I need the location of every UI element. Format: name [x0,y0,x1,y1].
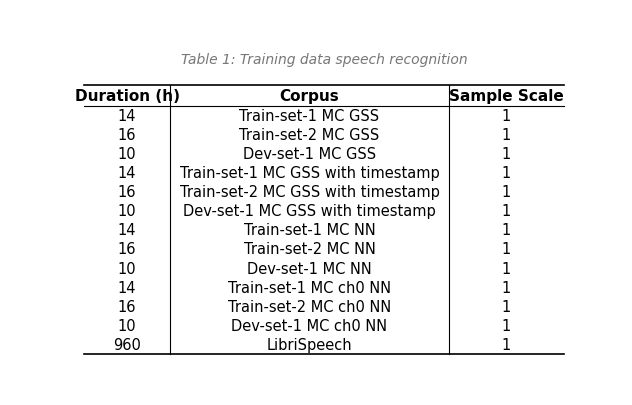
Text: 1: 1 [502,109,511,124]
Text: 1: 1 [502,280,511,295]
Text: 14: 14 [118,223,137,238]
Text: Corpus: Corpus [279,89,339,104]
Text: Train-set-1 MC ch0 NN: Train-set-1 MC ch0 NN [228,280,391,295]
Text: 1: 1 [502,318,511,333]
Text: 10: 10 [118,204,137,219]
Text: 10: 10 [118,147,137,162]
Text: 14: 14 [118,109,137,124]
Text: 16: 16 [118,128,137,143]
Text: 1: 1 [502,337,511,352]
Text: 1: 1 [502,185,511,200]
Text: 10: 10 [118,318,137,333]
Text: 1: 1 [502,261,511,276]
Text: 1: 1 [502,128,511,143]
Text: Train-set-2 MC NN: Train-set-2 MC NN [243,242,375,257]
Text: Dev-set-1 MC GSS: Dev-set-1 MC GSS [243,147,376,162]
Text: Train-set-2 MC GSS with timestamp: Train-set-2 MC GSS with timestamp [179,185,439,200]
Text: 1: 1 [502,204,511,219]
Text: 16: 16 [118,242,137,257]
Text: Train-set-1 MC GSS: Train-set-1 MC GSS [240,109,380,124]
Text: Dev-set-1 MC NN: Dev-set-1 MC NN [247,261,372,276]
Text: Dev-set-1 MC ch0 NN: Dev-set-1 MC ch0 NN [231,318,387,333]
Text: 14: 14 [118,166,137,181]
Text: 1: 1 [502,299,511,314]
Text: 960: 960 [113,337,141,352]
Text: 16: 16 [118,299,137,314]
Text: 1: 1 [502,147,511,162]
Text: 14: 14 [118,280,137,295]
Text: 1: 1 [502,242,511,257]
Text: Table 1: Training data speech recognition: Table 1: Training data speech recognitio… [181,53,467,67]
Text: LibriSpeech: LibriSpeech [267,337,352,352]
Text: 16: 16 [118,185,137,200]
Text: 10: 10 [118,261,137,276]
Text: 1: 1 [502,166,511,181]
Text: Train-set-1 MC GSS with timestamp: Train-set-1 MC GSS with timestamp [179,166,439,181]
Text: Dev-set-1 MC GSS with timestamp: Dev-set-1 MC GSS with timestamp [183,204,436,219]
Text: Train-set-2 MC GSS: Train-set-2 MC GSS [240,128,380,143]
Text: Train-set-1 MC NN: Train-set-1 MC NN [243,223,375,238]
Text: Sample Scale: Sample Scale [449,89,564,104]
Text: 1: 1 [502,223,511,238]
Text: Train-set-2 MC ch0 NN: Train-set-2 MC ch0 NN [228,299,391,314]
Text: Duration (h): Duration (h) [75,89,179,104]
